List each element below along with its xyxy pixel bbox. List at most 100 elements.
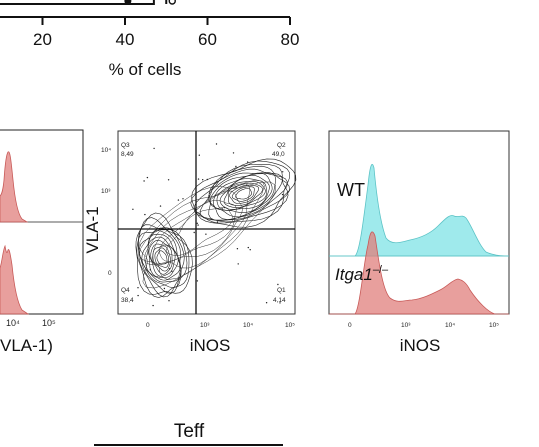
contour-dot [177,199,180,201]
contour-dot [235,165,237,168]
quadrant-q1-value: 4,14 [273,297,286,304]
contour-y-axis-label: VLA-1 [83,206,102,253]
contour-ring-bridge [143,183,251,269]
contour-ring-q4 [156,250,168,265]
vla-histogram-bottom [0,244,30,315]
contour-dot [171,270,173,272]
contour-ring-q2 [208,168,288,222]
bar-value [0,0,155,5]
contour-dot [167,179,170,181]
contour-ring-q2 [231,186,255,202]
contour-dot [232,152,235,154]
contour-dot [198,213,201,215]
inos-histogram-panel: WT Itga1–/– 0 10³ 10⁴ 10⁵ iNOS [328,130,510,355]
quadrant-q3-value: 8,49 [121,151,134,158]
contour-dot [163,287,166,290]
contour-dot [137,294,139,297]
contour-outlier-dots [132,143,284,307]
contour-dot [235,186,237,188]
contour-dot [246,161,249,163]
quadrant-q1-name: Q1 [277,287,286,294]
contour-dot [216,221,219,223]
contour-ring-bridge [139,181,276,289]
contour-dot [196,222,198,224]
contour-ring-q2 [213,172,273,213]
contour-dot [215,143,218,145]
contour-ring-q4 [145,233,181,281]
contour-ring-q2 [200,165,290,221]
inos-hist-xtick-1e3: 10³ [401,322,411,329]
contour-dot [265,302,268,304]
inos-hist-x-axis-label: iNOS [400,336,441,355]
contour-dot [196,280,199,282]
contour-ytick-1e3: 10³ [101,188,111,195]
bottom-panel-header: Teff [94,421,283,446]
inos-hist-xtick-1e4: 10⁴ [445,322,455,329]
contour-ring-q4 [154,247,170,268]
teff-label: Teff [174,421,205,442]
contour-dot [137,287,139,289]
bar-x-tick-label: 20 [33,30,52,49]
contour-dot [223,206,226,209]
contour-ring-q2 [227,182,263,206]
contour-dot [193,231,195,234]
contour-lines [135,158,297,298]
contour-ring-q2 [235,188,253,200]
contour-ring-q4 [135,212,193,295]
contour-dot [221,208,223,210]
contour-dot [149,269,151,271]
contour-dot [202,179,204,181]
bar-x-tick-label: 40 [116,30,135,49]
contour-xtick-0: 0 [146,322,150,329]
contour-dot [281,193,284,196]
bar-x-ticks: 20 40 60 80 [33,17,299,49]
contour-dot [206,178,208,181]
contour-dot [282,171,284,173]
contour-dot [168,300,170,302]
contour-xtick-1e4: 10⁴ [243,322,253,329]
quadrant-q3-name: Q3 [121,142,130,149]
bar-x-tick-label: 60 [198,30,217,49]
bar-data-point [168,0,176,5]
contour-dot [159,205,162,207]
bar-x-tick-label: 80 [281,30,300,49]
contour-dot [198,154,200,156]
wt-label: WT [337,180,365,200]
contour-dot [249,249,251,251]
contour-ring-q4 [147,236,179,278]
bar-panel: 20 40 60 80 % of cells [0,0,299,79]
contour-frame [117,130,296,315]
quadrant-q4-name: Q4 [121,287,130,294]
contour-ytick-0: 0 [108,270,112,277]
contour-x-axis-label: iNOS [190,336,231,355]
contour-dot [168,268,171,270]
itga1-histogram [329,231,509,315]
contour-dot [153,147,155,150]
contour-dot [247,246,249,249]
contour-dot [182,198,184,200]
vla-histogram-xtick-1e4: 10⁴ [6,318,20,328]
contour-ring-q4 [137,227,185,294]
contour-ytick-1e4: 10⁴ [101,147,111,154]
contour-ring-q4 [141,230,182,283]
quadrant-q2-name: Q2 [277,142,286,149]
contour-ring-q4 [152,245,171,272]
contour-ring-q2 [219,178,268,210]
inos-hist-xtick-1e5: 10⁵ [489,322,499,329]
contour-dot [277,283,279,286]
contour-dot [132,208,134,210]
vla-histogram-x-axis-label: VLA-1) [0,336,53,355]
inos-hist-xtick-0: 0 [348,322,352,329]
vla-histogram-xtick-1e5: 10⁵ [42,318,56,328]
bar-x-axis-label: % of cells [109,60,182,79]
contour-dot [144,213,146,216]
bar-data-point [124,0,132,5]
contour-dot [152,304,154,307]
contour-ring-bridge [159,199,237,262]
contour-ring-q2 [216,174,270,211]
vla-histogram-top [0,151,29,223]
vla-histogram-panel: 10⁴ 10⁵ VLA-1) [0,129,84,355]
contour-dot [143,180,145,182]
contour-xtick-1e5: 10⁵ [285,322,295,329]
